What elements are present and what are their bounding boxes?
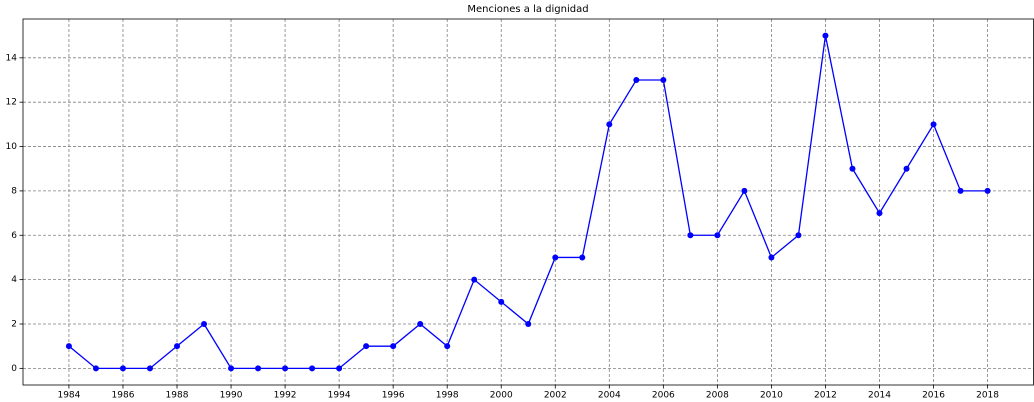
x-tick-label: 1998 bbox=[436, 391, 459, 401]
x-tick-label: 2012 bbox=[814, 391, 837, 401]
data-point bbox=[633, 77, 640, 83]
x-tick-label: 2002 bbox=[544, 391, 567, 401]
data-point bbox=[201, 321, 208, 327]
data-point bbox=[525, 321, 532, 327]
data-point bbox=[822, 32, 829, 39]
data-point bbox=[417, 321, 424, 327]
data-point bbox=[795, 232, 802, 239]
data-point bbox=[552, 254, 559, 261]
data-point bbox=[660, 77, 667, 83]
x-tick-label: 1984 bbox=[57, 391, 80, 401]
x-tick-label: 1992 bbox=[274, 391, 297, 401]
x-tick-label: 2000 bbox=[490, 391, 513, 401]
y-tick-label: 6 bbox=[11, 231, 17, 241]
chart-title: Menciones a la dignidad bbox=[467, 4, 588, 15]
x-tick-label: 2004 bbox=[598, 391, 621, 401]
data-point bbox=[498, 298, 505, 305]
data-point bbox=[741, 187, 748, 194]
y-tick-label: 10 bbox=[6, 142, 18, 152]
data-point bbox=[903, 165, 910, 172]
data-point bbox=[282, 365, 289, 372]
y-tick-label: 8 bbox=[11, 186, 17, 196]
x-tick-label: 1990 bbox=[220, 391, 243, 401]
data-point bbox=[119, 365, 126, 372]
data-point bbox=[363, 343, 370, 350]
x-tick-label: 1986 bbox=[112, 391, 135, 401]
data-point bbox=[336, 365, 343, 372]
data-point bbox=[930, 121, 937, 128]
y-tick-label: 0 bbox=[11, 364, 17, 374]
data-point bbox=[984, 187, 991, 194]
x-tick-label: 1988 bbox=[166, 391, 189, 401]
x-tick-label: 2016 bbox=[922, 391, 945, 401]
data-point bbox=[876, 210, 883, 217]
data-point bbox=[174, 343, 181, 350]
x-tick-label: 2014 bbox=[868, 391, 891, 401]
data-point bbox=[444, 343, 451, 350]
x-tick-label: 2018 bbox=[976, 391, 999, 401]
data-line bbox=[68, 35, 988, 370]
data-point bbox=[471, 276, 478, 283]
data-point bbox=[92, 365, 99, 372]
data-point bbox=[579, 254, 586, 261]
data-point bbox=[768, 254, 775, 261]
data-point bbox=[228, 365, 235, 372]
data-point bbox=[957, 187, 964, 194]
data-point bbox=[849, 165, 856, 172]
y-tick-label: 12 bbox=[6, 98, 17, 108]
data-point bbox=[146, 365, 153, 372]
y-tick-label: 4 bbox=[11, 275, 17, 285]
x-tick-label: 1996 bbox=[382, 391, 405, 401]
x-tick-label: 2010 bbox=[760, 391, 783, 401]
x-tick-label: 2008 bbox=[706, 391, 729, 401]
data-point bbox=[255, 365, 262, 372]
data-point bbox=[309, 365, 316, 372]
x-tick-label: 2006 bbox=[652, 391, 675, 401]
data-point bbox=[65, 343, 72, 350]
data-point bbox=[687, 232, 694, 239]
plot-frame bbox=[22, 18, 1034, 386]
data-point bbox=[714, 232, 721, 239]
y-tick-label: 14 bbox=[6, 53, 18, 63]
data-point bbox=[390, 343, 397, 350]
x-tick-label: 1994 bbox=[328, 391, 351, 401]
y-tick-label: 2 bbox=[11, 320, 17, 330]
data-point bbox=[606, 121, 613, 128]
